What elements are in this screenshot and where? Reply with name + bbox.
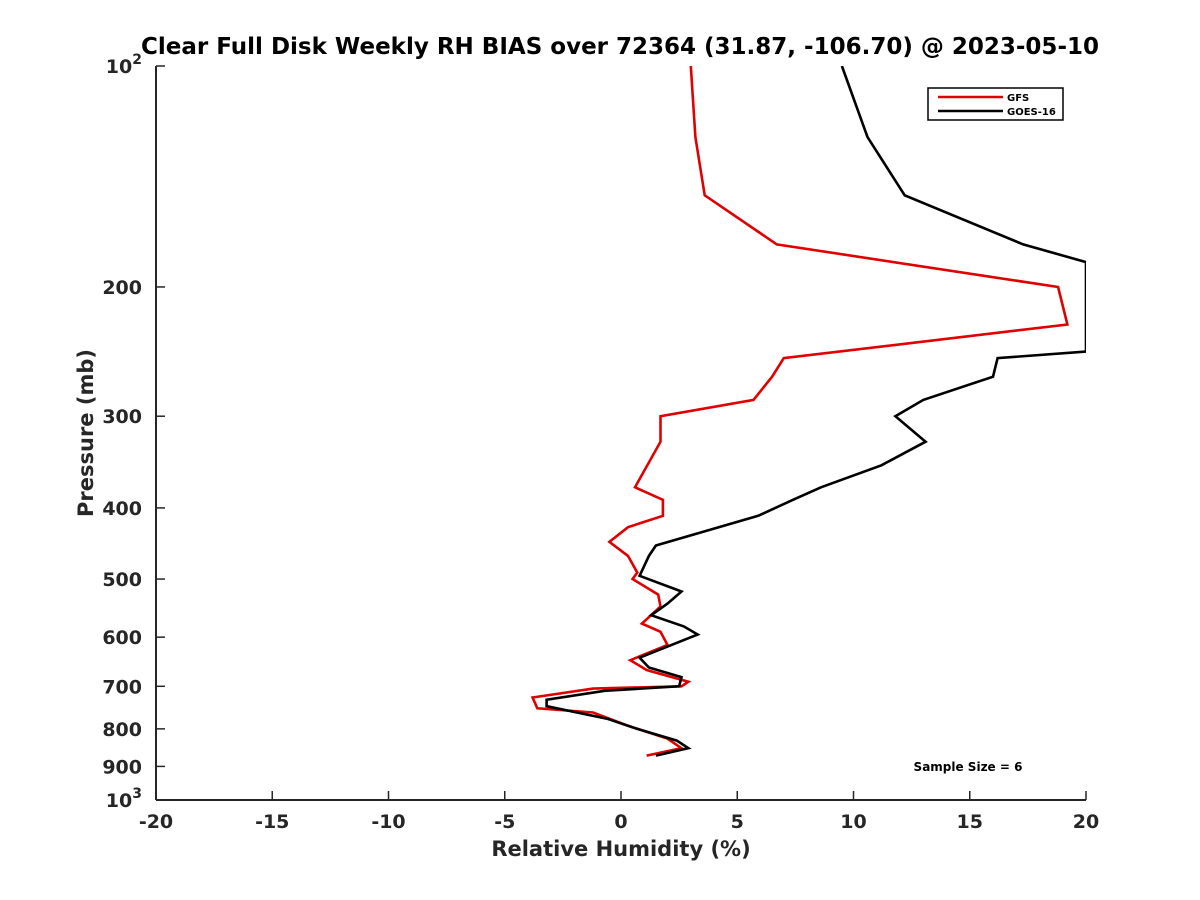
series-line-gfs (530, 66, 1070, 757)
legend-label-goes16: GOES-16 (1007, 107, 1056, 118)
x-tick-label: 5 (731, 811, 744, 833)
x-tick-label: 15 (957, 811, 983, 833)
x-tick-label: -15 (255, 811, 289, 833)
series-layer (530, 66, 1086, 757)
sample-size-annotation: Sample Size = 6 (914, 760, 1023, 774)
y-tick-label: 600 (102, 627, 142, 649)
legend: GFS GOES-16 (927, 87, 1064, 121)
x-tick-label: -20 (139, 811, 173, 833)
series-line-goes16 (545, 66, 1086, 757)
x-axis-label: Relative Humidity (%) (491, 837, 750, 861)
legend-box (927, 87, 1064, 121)
x-tick-label: 0 (614, 811, 627, 833)
x-tick-label: -5 (494, 811, 515, 833)
plot-area: -20 -15 -10 -5 0 5 10 15 20 10220030040050060070… (102, 52, 1099, 833)
y-axis-label: Pressure (mb) (74, 349, 98, 517)
y-tick-label: 200 (102, 277, 142, 299)
y-tick-label: 900 (102, 756, 142, 778)
y-tick-label: 500 (102, 569, 142, 591)
x-tick-label: 10 (840, 811, 866, 833)
chart-title: Clear Full Disk Weekly RH BIAS over 7236… (141, 34, 1099, 60)
legend-label-gfs: GFS (1007, 93, 1029, 104)
y-tick-label: 700 (102, 676, 142, 698)
y-tick-label: 800 (102, 719, 142, 741)
x-ticks: -20 -15 -10 -5 0 5 10 15 20 (139, 791, 1099, 833)
x-tick-label: 20 (1073, 811, 1099, 833)
y-tick-label: 400 (102, 498, 142, 520)
x-tick-label: -10 (371, 811, 405, 833)
y-tick-label: 300 (102, 406, 142, 428)
